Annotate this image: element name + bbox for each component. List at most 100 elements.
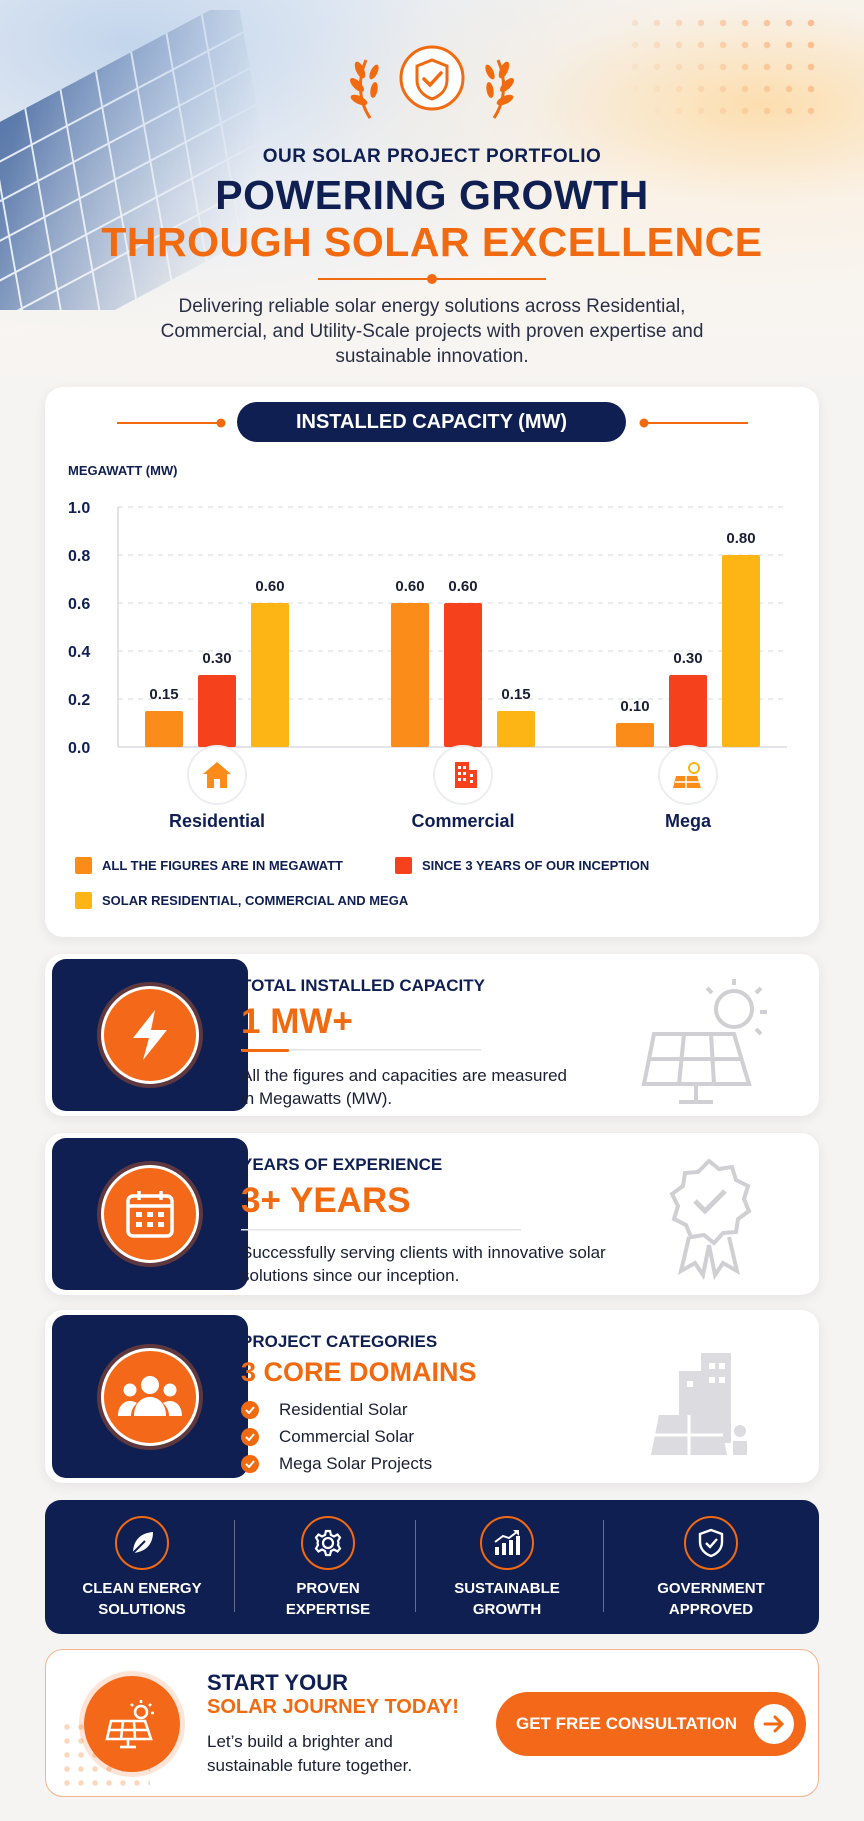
pill-right-line (639, 418, 748, 428)
bar (391, 603, 429, 747)
building-icon (433, 745, 493, 805)
get-free-consultation-button[interactable]: GET FREE CONSULTATION (496, 1692, 806, 1756)
title-divider (318, 274, 546, 284)
cta-description: Let’s build a brighter and sustainable f… (207, 1732, 413, 1775)
bar (198, 675, 236, 747)
x-category-label: Mega (665, 811, 712, 831)
stat-label: PROJECT CATEGORIES (241, 1332, 438, 1351)
feature-label: PROVEN EXPERTISE (285, 1580, 371, 1618)
data-label: 0.15 (501, 686, 530, 703)
solar-panel-sun-icon (641, 979, 767, 1104)
award-badge-icon (669, 1158, 752, 1281)
stat-rule (241, 1049, 481, 1052)
feature-divider (415, 1520, 416, 1612)
bar (669, 675, 707, 747)
y-tick-label: 0.2 (68, 692, 90, 709)
decorative-dots (624, 12, 824, 122)
list-item-label: Commercial Solar (279, 1426, 415, 1446)
growth-chart-icon (480, 1516, 534, 1570)
page-title-accent: THROUGH SOLAR EXCELLENCE (101, 219, 763, 265)
legend-item: ALL THE FIGURES ARE IN MEGAWATT (75, 857, 343, 874)
shield-check-icon (684, 1516, 738, 1570)
legend-label: SOLAR RESIDENTIAL, COMMERCIAL AND MEGA (102, 893, 409, 908)
y-tick-label: 0.6 (68, 596, 90, 613)
bar (145, 711, 183, 747)
data-label: 0.80 (726, 530, 755, 547)
x-category-label: Residential (169, 811, 265, 831)
stat-label: YEARS OF EXPERIENCE (241, 1155, 443, 1174)
people-group-icon (101, 1347, 199, 1446)
data-label: 0.60 (395, 578, 424, 595)
bar (722, 555, 760, 747)
cta-button-label: GET FREE CONSULTATION (516, 1714, 737, 1733)
capacity-chart-card: INSTALLED CAPACITY (MW) MEGAWATT (MW) 0.… (45, 387, 819, 937)
chart-title: INSTALLED CAPACITY (MW) (237, 402, 626, 442)
feature-sustainable-growth: SUSTAINABLE GROWTH (417, 1500, 597, 1634)
y-tick-label: 0.0 (68, 740, 90, 757)
cta-heading-accent: SOLAR JOURNEY TODAY! (207, 1696, 459, 1718)
legend-swatch (75, 892, 92, 909)
calendar-icon (101, 1165, 199, 1263)
arrow-right-icon (754, 1704, 794, 1744)
check-icon (241, 1427, 259, 1446)
chart-legend: ALL THE FIGURES ARE IN MEGAWATT SINCE 3 … (75, 857, 795, 917)
stat-card-capacity: TOTAL INSTALLED CAPACITY 1 MW+ All the f… (45, 954, 819, 1116)
stat-value: 3 CORE DOMAINS (241, 1357, 477, 1387)
stat-rule (241, 1229, 521, 1231)
list-item-label: Mega Solar Projects (279, 1453, 433, 1473)
category-list: Residential Solar Commercial Solar Mega … (241, 1396, 432, 1477)
cta-card: START YOUR SOLAR JOURNEY TODAY! Let’s bu… (45, 1649, 819, 1797)
section-subtitle: OUR SOLAR PROJECT PORTFOLIO (262, 146, 602, 167)
bar (251, 603, 289, 747)
stat-value: 3+ YEARS (241, 1181, 411, 1220)
features-strip: CLEAN ENERGY SOLUTIONS PROVEN EXPERTISE SU… (45, 1500, 819, 1634)
feature-label: GOVERNMENT APPROVED (657, 1580, 765, 1618)
list-item: Residential Solar (241, 1396, 432, 1423)
solar-panel-photo (0, 10, 278, 310)
data-label: 0.10 (620, 698, 649, 715)
legend-swatch (75, 857, 92, 874)
stat-card-experience: YEARS OF EXPERIENCE 3+ YEARS Successfull… (45, 1133, 819, 1295)
y-tick-label: 0.4 (68, 644, 90, 661)
data-label: 0.15 (149, 686, 178, 703)
legend-item: SINCE 3 YEARS OF OUR INCEPTION (395, 857, 649, 874)
feature-divider (603, 1520, 604, 1612)
stat-icon-box (52, 1138, 248, 1290)
feature-divider (234, 1520, 235, 1612)
y-tick-label: 1.0 (68, 500, 90, 517)
bar (616, 723, 654, 747)
list-item-label: Residential Solar (279, 1399, 408, 1419)
list-item: Mega Solar Projects (241, 1450, 432, 1477)
cta-heading: START YOUR (207, 1670, 348, 1695)
y-axis-label: MEGAWATT (MW) (68, 463, 178, 478)
gear-icon (301, 1516, 355, 1570)
y-tick-label: 0.8 (68, 548, 90, 565)
leaf-icon (115, 1516, 169, 1570)
legend-label: ALL THE FIGURES ARE IN MEGAWATT (102, 858, 343, 873)
laurel-badge-emblem (350, 45, 514, 119)
solar-panel-sun-icon (84, 1676, 180, 1772)
feature-clean-energy: CLEAN ENERGY SOLUTIONS (45, 1500, 239, 1634)
legend-label: SINCE 3 YEARS OF OUR INCEPTION (422, 858, 650, 873)
check-icon (241, 1400, 259, 1419)
lightning-icon (101, 986, 199, 1084)
stat-label: TOTAL INSTALLED CAPACITY (241, 976, 485, 995)
stat-card-categories: PROJECT CATEGORIES 3 CORE DOMAINS Reside… (45, 1310, 819, 1483)
intro-text: Delivering reliable solar energy solutio… (160, 296, 704, 367)
list-item: Commercial Solar (241, 1423, 432, 1450)
legend-swatch (395, 857, 412, 874)
data-label: 0.60 (448, 578, 477, 595)
stat-icon-box (52, 959, 248, 1111)
bar (497, 711, 535, 747)
pill-left-line (117, 418, 226, 428)
data-label: 0.30 (673, 650, 702, 667)
legend-item: SOLAR RESIDENTIAL, COMMERCIAL AND MEGA (75, 892, 408, 909)
check-icon (241, 1454, 259, 1473)
x-category-label: Commercial (411, 811, 514, 831)
data-label: 0.60 (255, 578, 284, 595)
data-label: 0.30 (202, 650, 231, 667)
page-title: POWERING GROWTH (215, 172, 649, 218)
stat-description: All the figures and capacities are measu… (241, 1066, 568, 1108)
bar (444, 603, 482, 747)
solar-panel-icon (658, 745, 718, 805)
